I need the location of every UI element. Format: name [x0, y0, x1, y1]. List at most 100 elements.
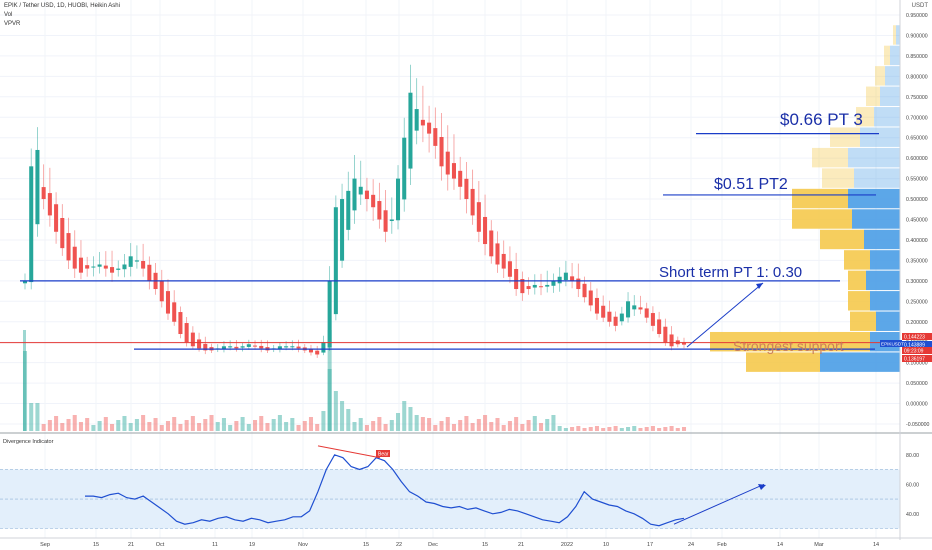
volume-bar — [669, 426, 674, 431]
volume-bar — [601, 428, 606, 431]
vpvr-bar-buy — [870, 250, 900, 270]
candle-body — [91, 266, 96, 268]
candle-body — [134, 260, 139, 262]
volume-bar — [632, 426, 637, 431]
volume-bar — [545, 419, 550, 431]
vpvr-bar-buy — [860, 127, 900, 147]
candle-body — [650, 313, 655, 326]
candle-body — [663, 326, 668, 343]
candle-body — [395, 178, 401, 221]
vpvr-bar-buy — [896, 25, 900, 45]
volume-bar — [333, 391, 338, 431]
volume-bar — [402, 401, 407, 431]
volume-bar — [495, 418, 500, 431]
candle-body — [315, 350, 320, 355]
volume-bar — [582, 428, 587, 431]
candle-body — [178, 312, 183, 335]
price-tick-label: 0.700000 — [906, 115, 928, 121]
volume-bar — [451, 424, 456, 431]
price-tick-label: 0.650000 — [906, 136, 928, 142]
candle-body — [383, 210, 388, 232]
candle-body — [445, 151, 450, 175]
candle-body — [389, 219, 394, 222]
oscillator-tick-label: 60.00 — [906, 482, 919, 488]
price-tick-label: 0.350000 — [906, 258, 928, 264]
candle-body — [60, 218, 65, 249]
pt1-annotation: Short term PT 1: 0.30 — [659, 264, 802, 281]
candle-body — [638, 307, 643, 310]
volume-bar — [445, 417, 450, 431]
projection-arrow — [686, 282, 764, 348]
candle-body — [588, 290, 593, 306]
volume-bar — [116, 420, 121, 431]
vpvr-bar-buy — [854, 168, 900, 188]
candle-body — [128, 256, 133, 267]
candle-body — [476, 202, 481, 232]
time-tick-label: 22 — [396, 542, 402, 548]
candle-body — [352, 178, 357, 211]
volume-bar — [234, 421, 239, 431]
volume-bar — [60, 423, 65, 431]
volume-bar — [420, 417, 425, 431]
volume-bar — [526, 420, 531, 431]
vpvr-bar-sell — [710, 331, 870, 352]
volume-bar — [41, 424, 46, 431]
volume-bar — [190, 416, 195, 431]
candle-body — [190, 332, 195, 347]
volume-bar — [29, 403, 34, 431]
volume-bar — [377, 417, 382, 431]
candle-body — [340, 199, 345, 261]
candle-body — [613, 316, 618, 326]
volume-bar — [570, 427, 575, 431]
vpvr-bar-buy — [852, 209, 900, 229]
candle-body — [489, 230, 494, 257]
symbol-label: EPIKUSDT — [881, 342, 904, 347]
candle-body — [570, 276, 575, 281]
pt3-annotation: $0.66 PT 3 — [780, 110, 863, 129]
oscillator-projection-arrow — [673, 483, 765, 525]
candle-body — [321, 342, 326, 353]
candle-body — [532, 284, 537, 288]
volume-bar — [23, 330, 26, 431]
price-tick-label: 0.800000 — [906, 74, 928, 80]
volume-bar — [172, 417, 177, 431]
bear-divergence-line — [317, 445, 381, 459]
price-tick-label: 0.750000 — [906, 95, 928, 101]
time-tick-label: 19 — [249, 542, 255, 548]
volume-bar — [395, 413, 401, 431]
volume-bar — [302, 421, 307, 431]
volume-bar — [277, 415, 282, 431]
candle-body — [464, 178, 469, 200]
vpvr-bar-sell — [792, 209, 852, 229]
volume-bar — [85, 418, 90, 431]
symbol-label-bg — [880, 340, 902, 347]
price-tick-label: 0.400000 — [906, 238, 928, 244]
time-tick-label: 24 — [688, 542, 694, 548]
volume-bar — [638, 428, 643, 431]
candle-body — [327, 280, 332, 348]
time-tick-label: 15 — [93, 542, 99, 548]
volume-bar — [427, 418, 432, 431]
candle-body — [545, 284, 550, 287]
candle-body — [594, 297, 599, 314]
volume-bar — [315, 424, 320, 431]
volume-bar — [209, 415, 214, 431]
candle-body — [526, 286, 531, 290]
candle-body — [54, 204, 59, 232]
volume-bar — [147, 422, 152, 431]
price-label-bg — [902, 347, 932, 354]
candle-body — [371, 194, 376, 208]
volume-bar — [321, 411, 326, 431]
volume-bar — [358, 418, 363, 431]
volume-bar — [54, 416, 59, 431]
candle-body — [85, 265, 90, 269]
candle-body — [290, 346, 295, 348]
candle-body — [97, 264, 102, 267]
time-tick-label: Oct — [156, 542, 165, 548]
candle-body — [420, 119, 425, 126]
volume-bar — [296, 425, 301, 431]
price-tick-label: 0.000000 — [906, 402, 928, 408]
volume-bar — [103, 417, 108, 431]
